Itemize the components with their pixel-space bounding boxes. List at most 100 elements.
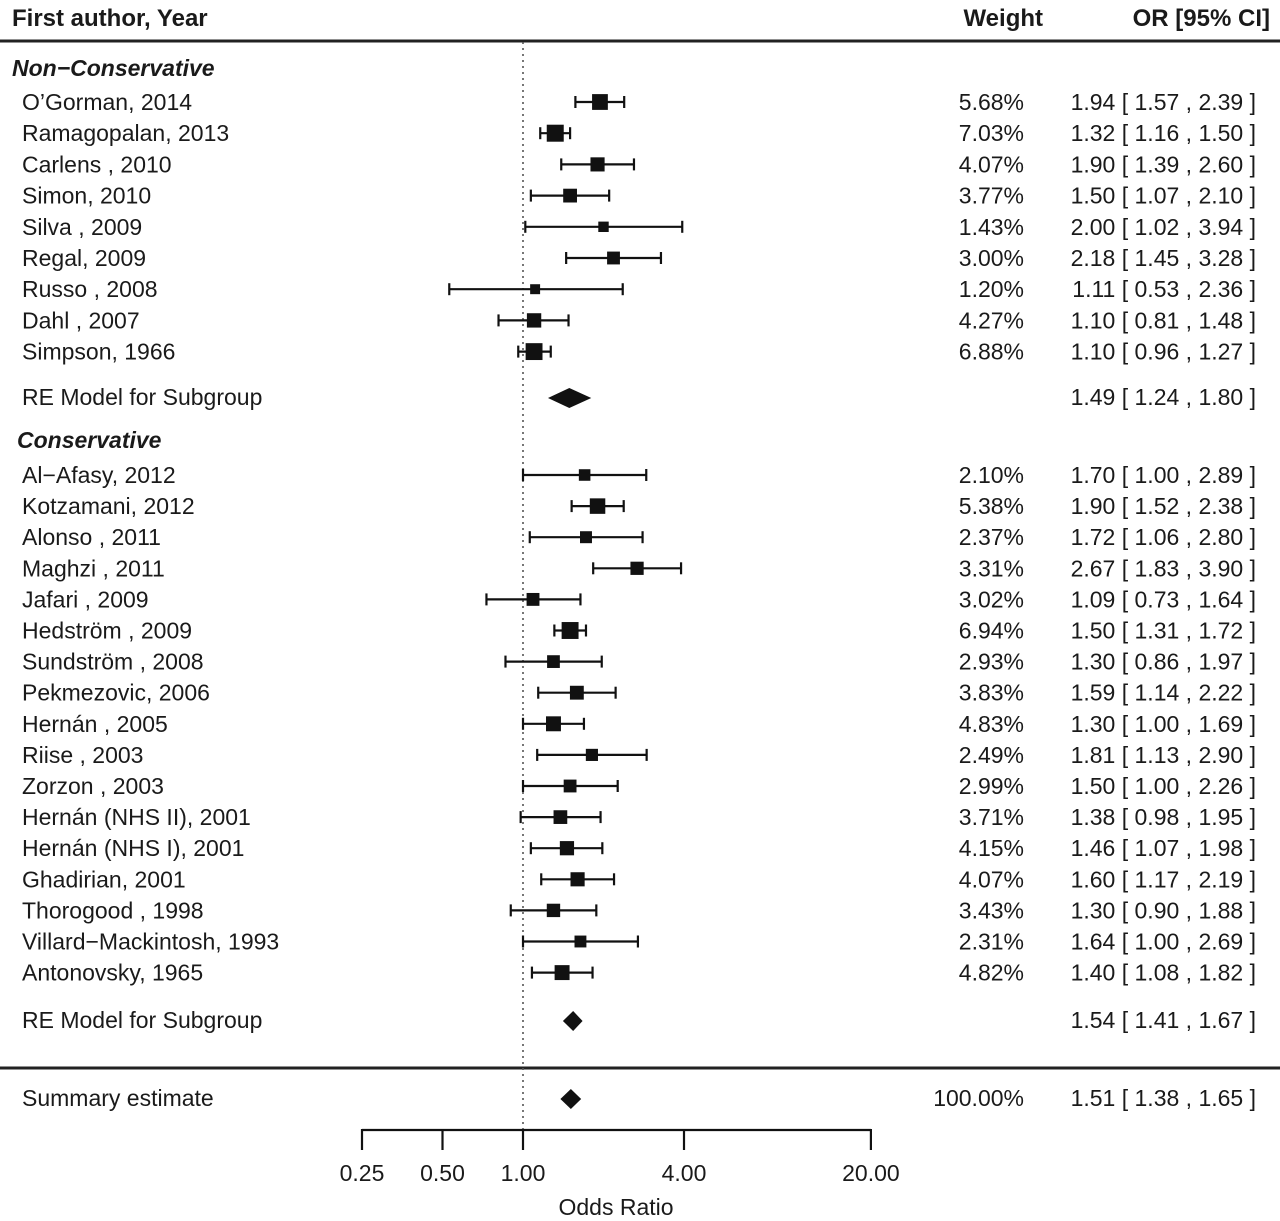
study-weight: 6.88% [959,339,1024,365]
summary-estimate: 1.51 [ 1.38 , 1.65 ] [1071,1085,1256,1111]
study-label: Dahl , 2007 [22,307,140,333]
point-estimate-square [563,188,577,203]
study-weight: 4.27% [959,307,1024,333]
study-estimate: 1.59 [ 1.14 , 2.22 ] [1071,680,1256,706]
study-weight: 2.10% [959,462,1024,488]
axis-tick-label: 0.25 [340,1160,385,1186]
point-estimate-square [570,872,585,887]
point-estimate-square [592,94,608,110]
study-label: Regal, 2009 [22,245,146,271]
study-row [570,498,625,514]
point-estimate-square [563,779,577,793]
study-estimate: 1.94 [ 1.57 , 2.39 ] [1071,89,1256,115]
study-weight: 3.83% [959,680,1024,706]
study-label: Russo , 2008 [22,276,158,302]
point-estimate-square [578,469,591,481]
axis-tick-label: 1.00 [501,1160,546,1186]
study-estimate: 1.90 [ 1.39 , 2.60 ] [1071,151,1256,177]
study-estimate: 1.60 [ 1.17 , 2.19 ] [1071,866,1256,892]
study-weight: 2.37% [959,524,1024,550]
study-row [565,251,663,265]
point-estimate-square [607,251,620,265]
point-estimate-square [553,810,568,824]
study-row [485,592,582,606]
study-label: Jafari , 2009 [22,586,149,612]
study-weight: 1.43% [959,214,1024,240]
study-label: Antonovsky, 1965 [22,960,203,986]
study-estimate: 2.00 [ 1.02 , 3.94 ] [1071,214,1256,240]
study-estimate: 2.67 [ 1.83 , 3.90 ] [1071,555,1256,581]
study-row [574,94,626,110]
study-weight: 5.68% [959,89,1024,115]
study-row [521,716,586,732]
point-estimate-square [574,935,587,948]
study-label: Sundström , 2008 [22,649,204,675]
study-weight: 5.38% [959,493,1024,519]
study-label: Kotzamani, 2012 [22,493,195,519]
point-estimate-square [554,965,570,981]
summary-label: Summary estimate [22,1085,214,1111]
study-weight: 4.83% [959,711,1024,737]
study-estimate: 2.18 [ 1.45 , 3.28 ] [1071,245,1256,271]
point-estimate-square [545,716,561,732]
study-row [553,622,588,639]
study-weight: 4.82% [959,960,1024,986]
study-weight: 2.93% [959,649,1024,675]
study-label: Silva , 2009 [22,214,142,240]
header-estimate: OR [95% CI] [1133,5,1270,32]
study-estimate: 1.30 [ 0.90 , 1.88 ] [1071,897,1256,923]
study-row [448,283,624,296]
point-estimate-square [546,124,564,142]
study-row [560,157,636,172]
point-estimate-square [526,313,542,328]
study-row [517,343,552,361]
study-label: Pekmezovic, 2006 [22,680,210,706]
study-row [521,469,648,481]
study-weight: 2.31% [959,929,1024,955]
study-row [504,655,603,668]
study-estimate: 1.46 [ 1.07 , 1.98 ] [1071,835,1256,861]
group-heading-conservative: Conservative [17,427,162,453]
subgroup-estimate: 1.49 [ 1.24 , 1.80 ] [1071,384,1256,410]
study-estimate: 1.09 [ 0.73 , 1.64 ] [1071,586,1256,612]
study-label: Ramagopalan, 2013 [22,120,229,146]
point-estimate-square [580,531,592,544]
study-estimate: 1.10 [ 0.81 , 1.48 ] [1071,307,1256,333]
subgroup-estimate: 1.54 [ 1.41 , 1.67 ] [1071,1007,1256,1033]
study-row [529,841,604,856]
point-estimate-square [590,157,605,172]
point-estimate-square [585,748,598,761]
subgroup-label: RE Model for Subgroup [22,384,262,410]
study-label: Alonso , 2011 [22,524,161,550]
point-estimate-square [547,655,560,668]
point-estimate-square [526,592,540,606]
header-study: First author, Year [12,5,208,32]
study-label: Hernán (NHS I), 2001 [22,835,244,861]
study-label: Hedström , 2009 [22,618,192,644]
study-label: Al−Afasy, 2012 [22,462,176,488]
axis-tick-label: 4.00 [662,1160,707,1186]
axis-tick-label: 0.50 [420,1160,465,1186]
point-estimate-square [589,498,606,514]
study-estimate: 1.32 [ 1.16 , 1.50 ] [1071,120,1256,146]
study-label: Ghadirian, 2001 [22,866,186,892]
point-estimate-square [530,284,541,295]
study-estimate: 1.50 [ 1.31 , 1.72 ] [1071,618,1256,644]
study-estimate: 1.70 [ 1.00 , 2.89 ] [1071,462,1256,488]
study-label: Maghzi , 2011 [22,555,165,581]
x-axis-title: Odds Ratio [558,1194,673,1220]
study-row [519,810,602,824]
point-estimate-square [630,561,644,575]
study-estimate: 1.10 [ 0.96 , 1.27 ] [1071,339,1256,365]
study-row [592,561,683,575]
point-estimate-square [559,841,575,856]
study-weight: 3.71% [959,804,1024,830]
point-estimate-square [561,622,579,639]
study-estimate: 1.81 [ 1.13 , 2.90 ] [1071,742,1256,768]
study-label: Simon, 2010 [22,183,151,209]
study-label: Carlens , 2010 [22,151,172,177]
header-weight: Weight [963,5,1043,32]
study-row [528,531,644,544]
summary-weight: 100.00% [933,1085,1024,1111]
